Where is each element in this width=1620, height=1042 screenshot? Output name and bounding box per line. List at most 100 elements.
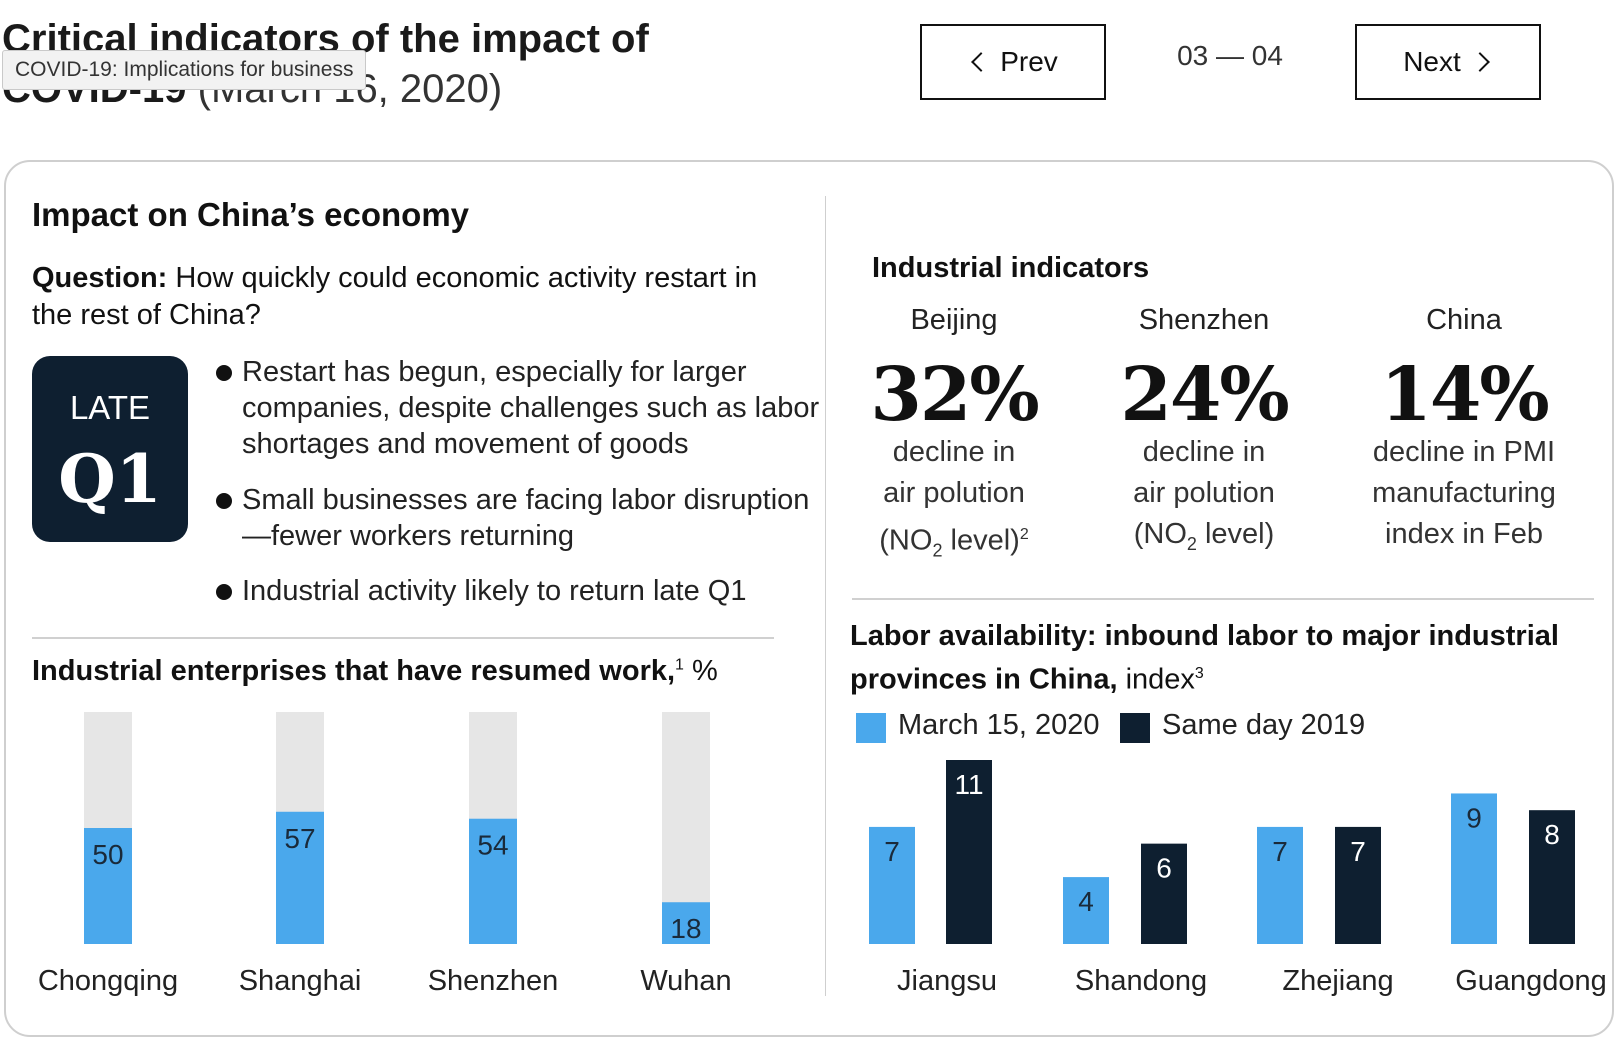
indicator-description: decline in air polution (NO2 level): [1074, 432, 1334, 565]
question-label: Question:: [32, 262, 168, 294]
labor-title-unit: index: [1125, 663, 1195, 696]
resumed-work-chart: 50 Chongqing 57 Shanghai 54 Shenzhen 18 Wuhan: [38, 712, 732, 997]
category-label: Jiangsu: [897, 965, 997, 997]
category-label: Chongqing: [38, 965, 178, 997]
indicator-description: decline in PMI manufacturing index in Fe…: [1334, 432, 1594, 555]
next-button-label: Next: [1403, 46, 1461, 77]
content-card: [4, 160, 1614, 1037]
bullet-dot-icon: [216, 493, 232, 509]
indicator-desc-line: decline in: [892, 436, 1016, 468]
bar: [84, 828, 132, 944]
bar-value-label: 4: [1078, 886, 1094, 917]
question-text: Question: How quickly could economic act…: [32, 260, 792, 334]
q1-label: Q1: [58, 440, 162, 518]
bullet-text: Small businesses are facing labor disrup…: [242, 484, 810, 552]
left-chart-unit: %: [692, 655, 718, 687]
bar-value-label: 50: [92, 839, 123, 870]
late-label: LATE: [69, 389, 151, 426]
desc-text: (NO: [879, 524, 933, 557]
indicator-value: 24%: [1120, 352, 1289, 438]
bar-value-label: 11: [954, 769, 983, 800]
category-label: Shanghai: [239, 965, 362, 997]
desc-subscript: 2: [1186, 533, 1197, 554]
bar-value-label: 9: [1466, 802, 1482, 833]
indicator-city: Beijing: [910, 304, 998, 336]
indicator-china: China 14% decline in PMI manufacturing i…: [1334, 304, 1594, 564]
desc-subscript: 2: [932, 540, 943, 561]
bar-value-label: 6: [1156, 853, 1172, 884]
left-chart-title-text: Industrial enterprises that have resumed…: [32, 655, 676, 687]
footnote-marker: 1: [675, 656, 684, 674]
section-title-industrial: Industrial indicators: [872, 252, 1150, 284]
bullet-item: Industrial activity likely to return lat…: [216, 573, 822, 609]
category-label: Zhejiang: [1282, 965, 1393, 997]
bar: [1529, 810, 1575, 944]
bar-value-label: 7: [1272, 836, 1288, 867]
legend-swatch-2020: [856, 713, 886, 743]
indicator-desc-line: index in Feb: [1385, 518, 1543, 550]
indicator-shenzhen: Shenzhen 24% decline in air polution (NO…: [1074, 304, 1334, 564]
bar-value-label: 54: [477, 830, 508, 861]
bar: [1335, 826, 1381, 944]
section-divider: [852, 598, 1594, 600]
vertical-divider: [825, 196, 826, 996]
bar: [469, 818, 517, 944]
bar: [1257, 826, 1303, 944]
bar: [1063, 877, 1109, 944]
indicator-city: China: [1426, 304, 1502, 336]
bullet-text: Restart has begun, especially for larger…: [242, 356, 820, 460]
breadcrumb-tooltip: COVID-19: Implications for business: [2, 50, 367, 90]
legend-label-2019: Same day 2019: [1162, 709, 1366, 741]
bullet-dot-icon: [216, 584, 232, 600]
prev-button[interactable]: Prev: [920, 24, 1106, 100]
section-divider: [32, 637, 774, 639]
footnote-marker: 3: [1194, 665, 1204, 682]
indicator-desc-line: air polution: [1133, 477, 1275, 509]
bullet-item: Restart has begun, especially for larger…: [216, 354, 822, 462]
indicator-desc-line: decline in PMI: [1372, 436, 1556, 468]
indicator-value: 14%: [1380, 352, 1549, 438]
indicator-desc-line: (NO2 level)2: [824, 514, 1084, 571]
next-button[interactable]: Next: [1355, 24, 1541, 100]
indicator-desc-line: air polution: [883, 477, 1025, 509]
bar-value-label: 18: [670, 913, 701, 944]
indicator-desc-line: manufacturing: [1372, 477, 1556, 509]
indicator-desc-line: decline in: [1142, 436, 1266, 468]
bar-value-label: 7: [1350, 836, 1366, 867]
footnote-marker: 2: [1019, 526, 1029, 543]
indicator-desc-line: (NO2 level): [1074, 514, 1334, 565]
category-label: Wuhan: [640, 965, 731, 997]
late-q1-badge: LATE Q1: [32, 356, 188, 542]
indicator-value: 32%: [870, 352, 1039, 438]
indicator-beijing: Beijing 32% decline in air polution (NO2…: [824, 304, 1084, 564]
indicator-description: decline in air polution (NO2 level)2: [824, 432, 1084, 571]
category-label: Guangdong: [1455, 965, 1607, 997]
bullet-dot-icon: [216, 365, 232, 381]
indicator-city: Shenzhen: [1138, 304, 1270, 336]
labor-availability-chart: 7 11 Jiangsu 4 6 Shandong 7 7 Zhejiang 9 8 Guangdon…: [869, 760, 1607, 997]
desc-text: level): [1196, 518, 1275, 550]
labor-title-text: Labor availability: inbound labor to maj…: [850, 620, 1559, 696]
bar-value-label: 8: [1544, 819, 1560, 850]
chevron-left-icon: [971, 52, 992, 72]
bar-value-label: 57: [284, 823, 315, 854]
bar-value-label: 7: [884, 836, 900, 867]
section-title-impact: Impact on China’s economy: [32, 196, 470, 233]
bullet-text: Industrial activity likely to return lat…: [242, 575, 747, 607]
bar: [276, 811, 324, 944]
bar: [1141, 843, 1187, 944]
page-indicator: 03 — 04: [1177, 40, 1283, 71]
prev-button-label: Prev: [1000, 46, 1058, 77]
desc-text: level): [942, 524, 1020, 557]
question-body: How quickly could economic activity rest…: [32, 262, 758, 331]
bar: [662, 902, 710, 944]
chevron-right-icon: [1469, 52, 1490, 72]
bar: [1451, 793, 1497, 944]
legend-swatch-2019: [1120, 713, 1150, 743]
category-label: Shenzhen: [428, 965, 559, 997]
bar: [869, 826, 915, 944]
desc-text: (NO: [1133, 518, 1187, 550]
bar: [946, 760, 992, 944]
legend-label-2020: March 15, 2020: [898, 709, 1100, 741]
bullet-item: Small businesses are facing labor disrup…: [216, 482, 822, 554]
